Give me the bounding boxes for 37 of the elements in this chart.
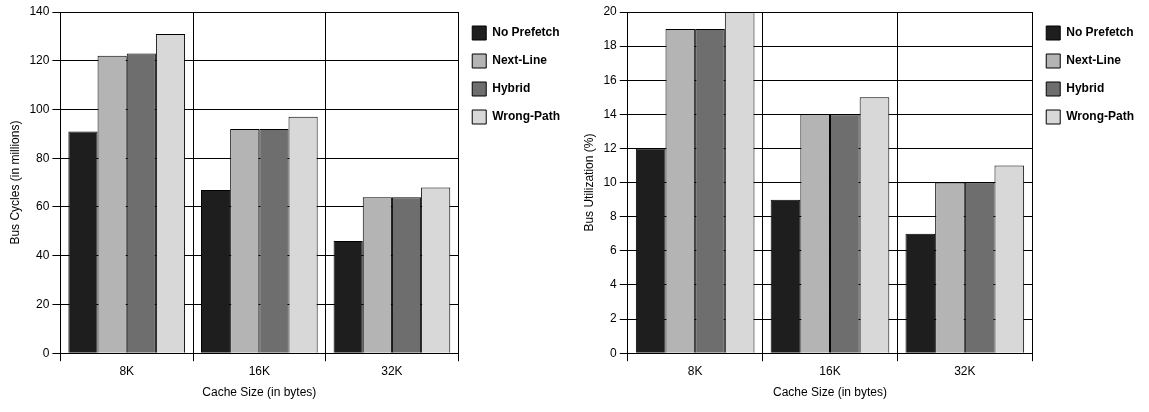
y-tick-label: 16 xyxy=(603,72,618,87)
y-tick-label: 8 xyxy=(610,209,618,224)
x-axis-title: Cache Size (in bytes) xyxy=(202,385,317,400)
y-tick-label: 60 xyxy=(36,199,50,214)
y-tick-label: 4 xyxy=(610,277,618,292)
legend-label: Wrong-Path xyxy=(1066,109,1135,124)
x-tick-label: 8K xyxy=(119,363,135,378)
y-tick-label: 40 xyxy=(36,248,50,263)
legend-label: Next-Line xyxy=(1066,53,1122,68)
legend-label: No Prefetch xyxy=(492,25,560,40)
y-tick-label: 0 xyxy=(610,345,618,360)
y-tick-label: 12 xyxy=(603,140,618,155)
x-tick-label: 32K xyxy=(381,363,403,378)
legend-label: No Prefetch xyxy=(1066,25,1134,40)
y-tick-label: 2 xyxy=(610,311,618,326)
y-tick-label: 20 xyxy=(603,4,618,19)
x-tick-label: 32K xyxy=(954,363,976,378)
y-axis-title: Bus Utilization (%) xyxy=(581,133,596,232)
y-tick-label: 10 xyxy=(603,174,618,189)
x-tick-label: 16K xyxy=(248,363,271,378)
x-tick-label: 8K xyxy=(687,363,703,378)
y-tick-label: 18 xyxy=(603,38,618,53)
x-tick-label: 16K xyxy=(819,363,841,378)
y-axis-title: Bus Cycles (in millions) xyxy=(7,120,22,245)
legend-label: Hybrid xyxy=(1066,81,1105,96)
y-tick-label: 14 xyxy=(603,106,618,121)
x-axis-title: Cache Size (in bytes) xyxy=(772,385,888,400)
y-tick-label: 6 xyxy=(610,243,618,258)
legend-label: Hybrid xyxy=(492,81,531,96)
y-tick-label: 140 xyxy=(29,4,50,19)
y-tick-label: 0 xyxy=(42,345,50,360)
legend-label: Wrong-Path xyxy=(492,109,561,124)
y-tick-label: 100 xyxy=(29,101,50,116)
legend-label: Next-Line xyxy=(492,53,548,68)
y-tick-label: 80 xyxy=(36,150,50,165)
y-tick-label: 20 xyxy=(36,296,50,311)
y-tick-label: 120 xyxy=(29,53,50,68)
